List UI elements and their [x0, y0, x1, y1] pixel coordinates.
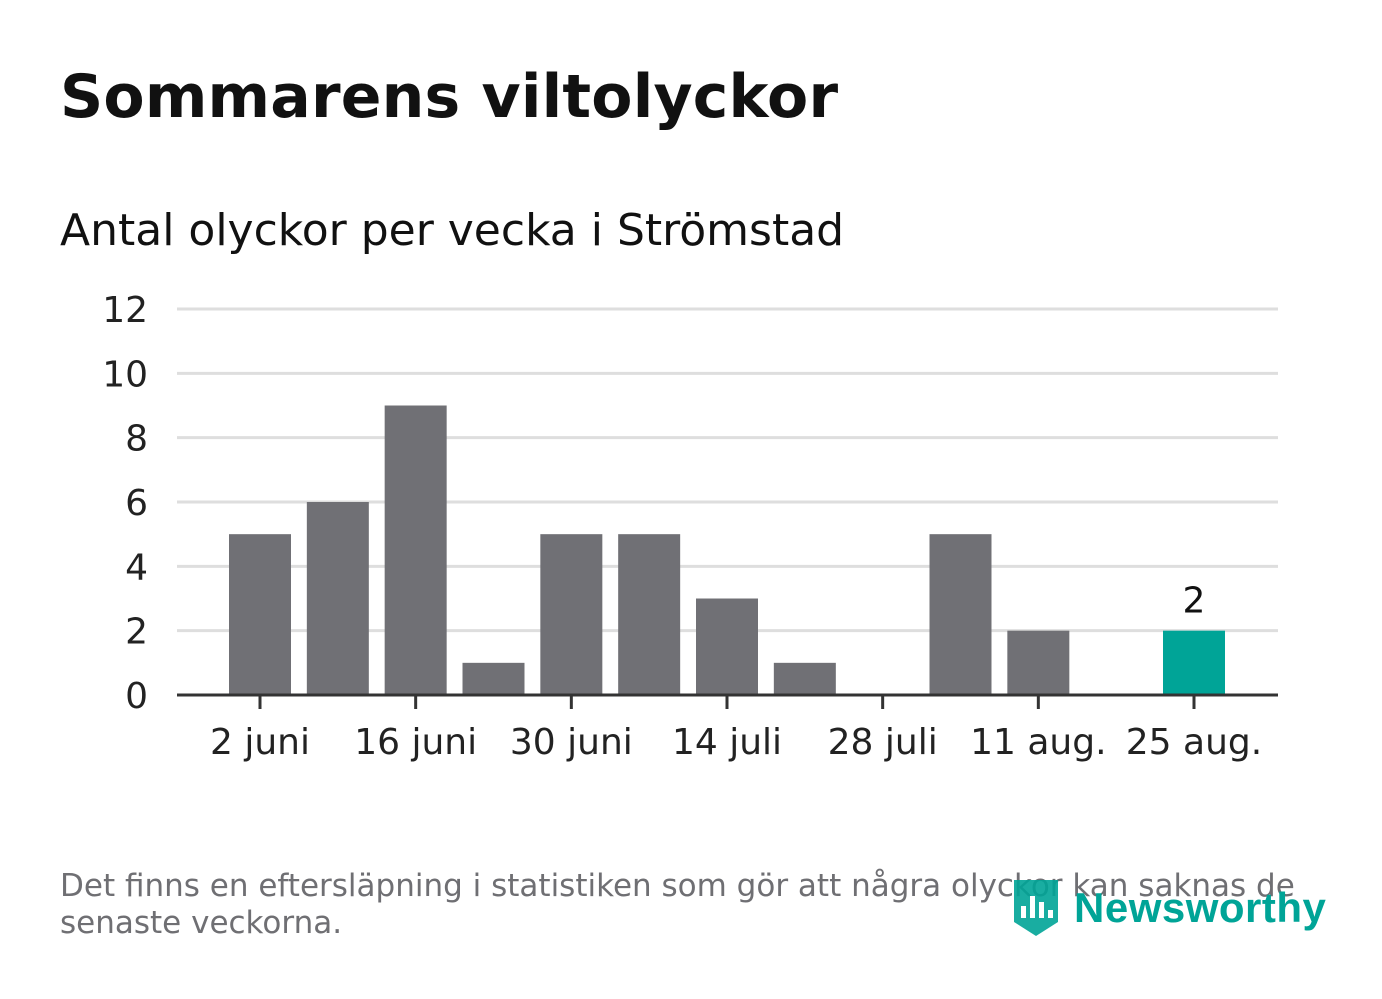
- y-tick-label: 2: [125, 612, 148, 653]
- newsworthy-logo: Newsworthy: [1010, 876, 1326, 940]
- bar: [462, 662, 525, 695]
- bar: [306, 502, 369, 695]
- y-tick-label: 4: [125, 547, 148, 588]
- x-tick-label: 14 juli: [672, 722, 782, 763]
- chart-title: Sommarens viltolyckor: [60, 62, 839, 132]
- bar: [1163, 630, 1225, 695]
- bar: [618, 534, 681, 695]
- x-tick-label: 11 aug.: [970, 722, 1106, 763]
- bar-chart: 0 2 4 6 8 10 12 2 juni 16 juni 30 juni 14 juli 28 …: [102, 290, 1278, 763]
- bar: [540, 534, 603, 695]
- y-tick-label: 12: [102, 290, 148, 331]
- data-label: 2: [1183, 581, 1206, 622]
- x-tick-label: 16 juni: [354, 722, 477, 763]
- y-tick-label: 6: [125, 483, 148, 524]
- bar: [384, 405, 447, 695]
- data-labels: 2: [1183, 581, 1206, 622]
- chart-subtitle: Antal olyckor per vecka i Strömstad: [60, 205, 845, 256]
- bar: [696, 598, 758, 695]
- bar: [929, 534, 992, 695]
- bars: [229, 405, 1225, 695]
- bar: [229, 534, 291, 695]
- x-tick-label: 30 juni: [510, 722, 633, 763]
- logo-text: Newsworthy: [1074, 884, 1327, 931]
- x-axis: [177, 693, 1278, 709]
- x-tick-label: 28 juli: [828, 722, 938, 763]
- x-tick-label: 25 aug.: [1126, 722, 1262, 763]
- y-tick-label: 8: [125, 419, 148, 460]
- bar: [773, 662, 836, 695]
- x-axis-tick-labels: 2 juni 16 juni 30 juni 14 juli 28 juli 11 aug…: [210, 722, 1262, 763]
- bar: [1007, 630, 1070, 695]
- footnote: Det finns en eftersläpning i statistiken…: [60, 868, 1295, 941]
- y-axis-tick-labels: 0 2 4 6 8 10 12: [102, 290, 148, 717]
- y-tick-label: 0: [125, 676, 148, 717]
- newsworthy-chart-icon: [1014, 880, 1058, 936]
- y-tick-label: 10: [102, 354, 148, 395]
- x-tick-label: 2 juni: [210, 722, 310, 763]
